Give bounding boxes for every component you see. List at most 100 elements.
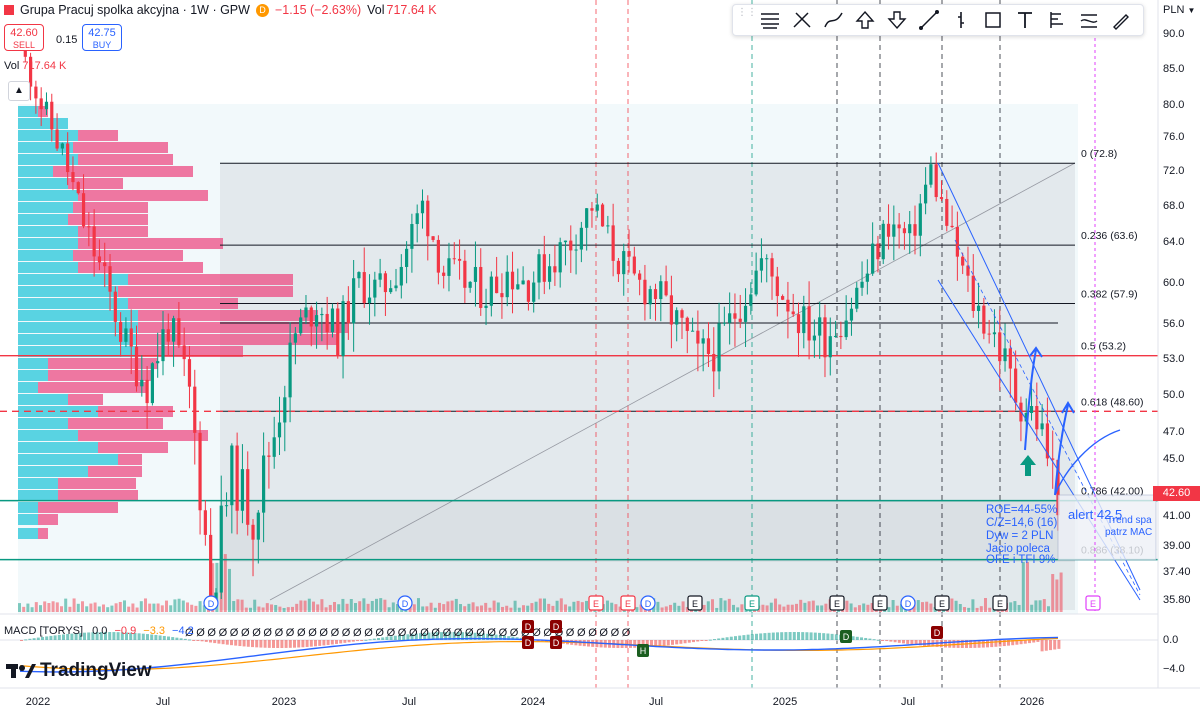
event-marker-label: E (749, 599, 755, 609)
line-tool-button[interactable] (913, 7, 945, 33)
rectangle-icon (985, 12, 1001, 28)
buy-button[interactable]: 42.75 BUY (82, 24, 122, 51)
volume-legend-label: Vol (4, 60, 20, 72)
earnings-marker[interactable] (744, 595, 760, 611)
macd-marker: Ø (275, 627, 284, 639)
earnings-marker[interactable] (588, 595, 604, 611)
earnings-marker[interactable] (1085, 595, 1101, 611)
up-arrow-drawing (1024, 346, 1043, 451)
macd-signal-marker[interactable] (522, 620, 534, 633)
event-marker-label: E (939, 599, 945, 609)
arrow-down-button[interactable] (881, 7, 913, 33)
volume-profile (18, 106, 348, 539)
text-tool-icon (1018, 12, 1032, 28)
tradingview-logo[interactable]: TradingView (6, 660, 152, 682)
macd-signal-marker[interactable] (637, 644, 649, 657)
earnings-marker[interactable] (829, 595, 845, 611)
macd-signal-label: D (934, 628, 941, 638)
sell-label: SELL (12, 40, 36, 50)
macd-tick: −4.0 (1163, 663, 1185, 675)
annotation-text: C/Z=14,6 (16) (986, 517, 1057, 529)
pencil-button[interactable] (1105, 7, 1137, 33)
time-tick: 2023 (272, 696, 296, 708)
macd-marker: Ø (431, 627, 440, 639)
cross-tool-button[interactable] (785, 7, 817, 33)
brush-button[interactable] (1073, 7, 1105, 33)
macd-signal-marker[interactable] (931, 626, 943, 639)
rectangle-button[interactable] (977, 7, 1009, 33)
trend-note: Trend spa (1107, 515, 1152, 526)
macd-signal-marker[interactable] (550, 620, 562, 633)
fib-tool-button[interactable] (1041, 7, 1073, 33)
sell-button[interactable]: 42.60 SELL (4, 24, 44, 51)
dividend-marker[interactable] (640, 595, 656, 611)
price-tick: 47.0 (1163, 426, 1184, 438)
macd-signal-marker[interactable] (550, 636, 562, 649)
line-tool-icon (919, 10, 939, 30)
macd-marker: Ø (611, 627, 620, 639)
macd-signal-marker[interactable] (840, 630, 852, 643)
price-tick: 37.40 (1163, 566, 1191, 578)
drawing-toolbar: ⋮⋮ (732, 4, 1144, 36)
bar-tool-icon (958, 12, 964, 28)
macd-marker: Ø (588, 627, 597, 639)
currency-selector[interactable]: PLN ▼ (1163, 4, 1199, 16)
cross-tool-icon (793, 12, 811, 28)
price-change: −1.15 (−2.63%) (274, 3, 362, 17)
arrow-up-button[interactable] (849, 7, 881, 33)
path-tool-button[interactable] (817, 7, 849, 33)
macd-signal-marker[interactable] (522, 636, 534, 649)
macd-marker: Ø (409, 627, 418, 639)
collapse-legend-button[interactable]: ▲ (8, 81, 30, 101)
price-tick: 39.00 (1163, 540, 1191, 552)
event-marker-label: D (905, 599, 912, 609)
buy-label: BUY (92, 40, 112, 50)
arrow-up-icon (855, 10, 875, 29)
fib-label: 0.5 (53.2) (1081, 341, 1126, 353)
toolbar-grip-icon[interactable]: ⋮⋮ (737, 7, 757, 18)
fib-tool-icon (1050, 12, 1063, 28)
event-marker-label: E (877, 599, 883, 609)
macd-pane: 0.0−4.0Ø Ø Ø Ø Ø Ø Ø Ø Ø Ø Ø Ø Ø Ø Ø Ø Ø Ø Ø Ø Ø Ø Ø Ø Ø Ø Ø Ø Ø Ø Ø Ø Ø… (0, 620, 1185, 675)
text-tool-button[interactable] (1009, 7, 1041, 33)
event-marker-label: E (1090, 599, 1096, 609)
time-tick: Jul (901, 696, 915, 708)
earnings-marker[interactable] (620, 595, 636, 611)
macd-marker: Ø (230, 627, 239, 639)
exchange-badge: D (255, 3, 269, 17)
event-marker-label: E (593, 599, 599, 609)
macd-marker: Ø (375, 627, 384, 639)
brand-name: TradingView (40, 660, 152, 681)
currency-label: PLN (1163, 4, 1185, 16)
volume-legend-value: 717.64 K (22, 60, 67, 72)
macd-marker: Ø (465, 627, 474, 639)
macd-marker: Ø (252, 627, 261, 639)
price-axis[interactable]: 90.0 85.0 80.0 76.0 72.0 68.0 64.0 60.0 56.0 53.0… (1163, 28, 1191, 606)
dividend-marker[interactable] (397, 595, 413, 611)
annotation-text: OFE i TFI 9% (986, 554, 1055, 566)
macd-marker: Ø (308, 627, 317, 639)
symbol-title[interactable]: Grupa Pracuj spolka akcyjna · 1W · GPW (20, 3, 250, 17)
annotation-text: ROE=44-55% (986, 504, 1057, 516)
macd-marker: Ø (476, 627, 485, 639)
earnings-marker[interactable] (687, 595, 703, 611)
event-marker-label: E (997, 599, 1003, 609)
price-tick: 56.0 (1163, 318, 1184, 330)
time-axis[interactable]: 2022 Jul 2023 Jul 2024 Jul 2025 Jul 2026 (26, 696, 1044, 708)
menu-lines-button[interactable] (753, 7, 785, 33)
fib-label: 0.618 (48.60) (1081, 396, 1143, 408)
fib-label: 0.786 (42.00) (1081, 486, 1143, 498)
dividend-marker[interactable] (900, 595, 916, 611)
macd-label[interactable]: MACD [TORYS] (4, 625, 84, 637)
time-tick: Jul (402, 696, 416, 708)
earnings-marker[interactable] (992, 595, 1008, 611)
earnings-marker[interactable] (934, 595, 950, 611)
macd-value-3: −4.2 (172, 625, 194, 637)
time-tick: 2022 (26, 696, 50, 708)
bar-tool-button[interactable] (945, 7, 977, 33)
earnings-marker[interactable] (872, 595, 888, 611)
dividend-marker[interactable] (203, 595, 219, 611)
macd-tick: 0.0 (1163, 634, 1178, 646)
brush-icon (1080, 14, 1098, 28)
